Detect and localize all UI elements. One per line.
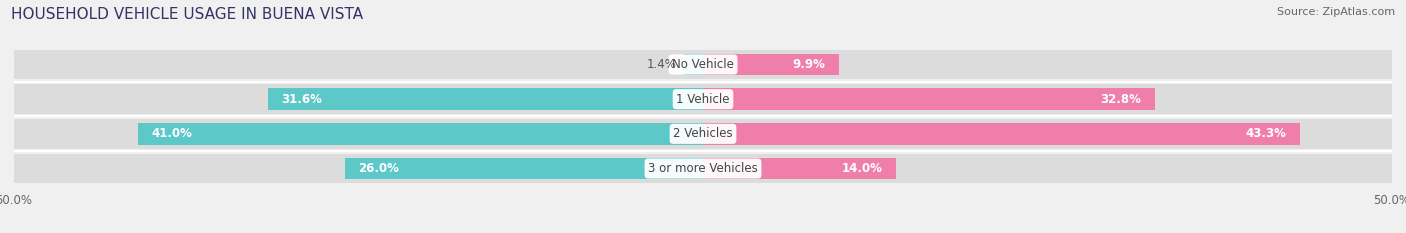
Bar — [703, 54, 839, 75]
Text: 2 Vehicles: 2 Vehicles — [673, 127, 733, 140]
Bar — [14, 154, 703, 183]
Text: 31.6%: 31.6% — [281, 93, 322, 106]
Bar — [703, 84, 1392, 114]
Bar — [14, 50, 703, 79]
Bar — [703, 50, 1392, 79]
Text: 32.8%: 32.8% — [1101, 93, 1142, 106]
Bar — [14, 84, 703, 114]
Bar — [703, 119, 1392, 149]
Text: 43.3%: 43.3% — [1244, 127, 1286, 140]
Text: 14.0%: 14.0% — [841, 162, 882, 175]
Bar — [344, 158, 703, 179]
Text: No Vehicle: No Vehicle — [672, 58, 734, 71]
Text: HOUSEHOLD VEHICLE USAGE IN BUENA VISTA: HOUSEHOLD VEHICLE USAGE IN BUENA VISTA — [11, 7, 363, 22]
Text: 9.9%: 9.9% — [793, 58, 825, 71]
Text: 3 or more Vehicles: 3 or more Vehicles — [648, 162, 758, 175]
Text: 1 Vehicle: 1 Vehicle — [676, 93, 730, 106]
Bar — [703, 88, 1154, 110]
Text: Source: ZipAtlas.com: Source: ZipAtlas.com — [1277, 7, 1395, 17]
Bar — [703, 123, 1299, 145]
Bar — [138, 123, 703, 145]
Text: 41.0%: 41.0% — [152, 127, 193, 140]
Text: 26.0%: 26.0% — [359, 162, 399, 175]
Bar — [703, 154, 1392, 183]
Bar — [683, 54, 703, 75]
Bar — [703, 158, 896, 179]
Bar — [267, 88, 703, 110]
Bar — [14, 119, 703, 149]
Text: 1.4%: 1.4% — [647, 58, 676, 71]
